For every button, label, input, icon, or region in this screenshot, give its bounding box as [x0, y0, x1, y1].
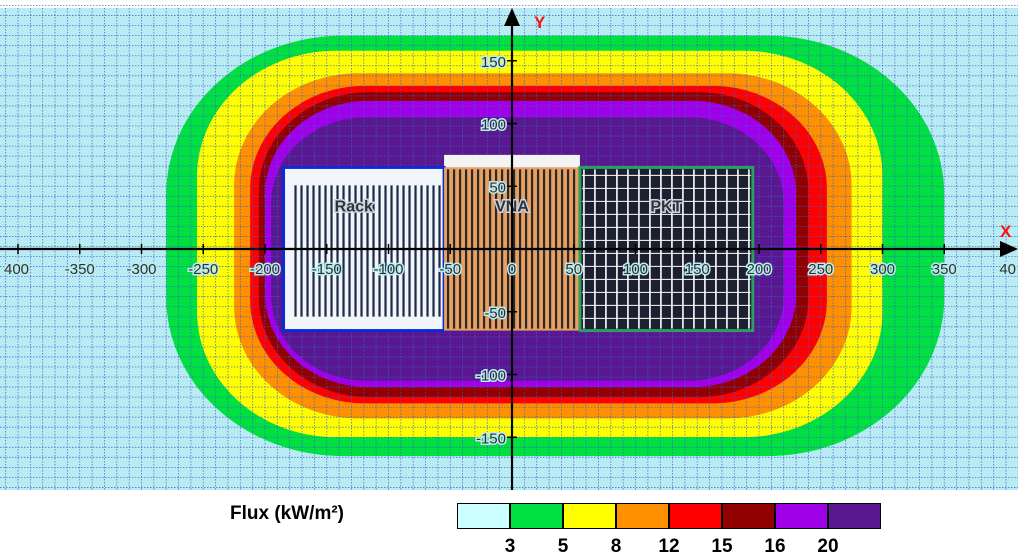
x-tick-label: 150: [685, 261, 710, 278]
legend-swatch: [669, 503, 722, 529]
axes: X Y 400 -350 -300 -250 -200 -150 -100 -50 0 50 100 15…: [0, 8, 1018, 490]
x-tick-label: 350: [932, 261, 957, 278]
y-tick-label: 150: [481, 54, 506, 71]
x-tick-label: 100: [623, 261, 648, 278]
y-tick-label: 50: [489, 179, 506, 196]
x-tick-label: -150: [312, 261, 342, 278]
legend-swatch: [722, 503, 775, 529]
y-axis-arrow: [504, 8, 520, 26]
x-axis-label: X: [1000, 222, 1012, 241]
x-tick-label: -100: [373, 261, 403, 278]
zone-label-pkt: PKT: [650, 198, 682, 215]
x-tick-label: -250: [188, 261, 218, 278]
y-tick-label: 100: [481, 117, 506, 134]
x-tick-label: 50: [565, 261, 582, 278]
x-tick-label: 400: [4, 261, 29, 278]
legend-value: 20: [817, 536, 839, 557]
x-axis-arrow: [1000, 241, 1018, 257]
x-tick-label: -300: [126, 261, 156, 278]
legend-title: Flux (kW/m²): [230, 503, 344, 524]
zone-label-rack: Rack: [335, 198, 373, 215]
legend-value: 15: [711, 536, 733, 557]
flux-contour-plot: RackVNAPKTXY400-350-300-250-200-150-100-…: [0, 5, 1018, 490]
legend-value: 16: [764, 536, 786, 557]
y-tick-label: -50: [484, 305, 506, 322]
x-tick-label: 300: [870, 261, 895, 278]
legend-value: 8: [610, 536, 622, 557]
x-tick-label: -350: [65, 261, 95, 278]
legend-swatch: [563, 503, 616, 529]
x-tick-label: 0: [508, 261, 516, 278]
x-tick-label: 250: [808, 261, 833, 278]
y-tick-label: -100: [476, 368, 506, 385]
x-tick-label: -200: [250, 261, 280, 278]
legend-value: 5: [557, 536, 569, 557]
legend-swatch: [510, 503, 563, 529]
y-tick-label: -150: [476, 430, 506, 447]
legend-swatch: [457, 503, 510, 529]
x-tick-label: -50: [439, 261, 461, 278]
legend-swatch: [616, 503, 669, 529]
y-axis-label: Y: [534, 13, 546, 32]
legend-value: 12: [658, 536, 680, 557]
legend-value: 3: [504, 536, 516, 557]
x-tick-label: 200: [746, 261, 771, 278]
legend-swatch: [775, 503, 828, 529]
legend-swatch: [828, 503, 881, 529]
x-tick-label: 40: [999, 261, 1016, 278]
flux-legend: Flux (kW/m²) 3 5 8 12 15 16 20: [230, 503, 881, 559]
